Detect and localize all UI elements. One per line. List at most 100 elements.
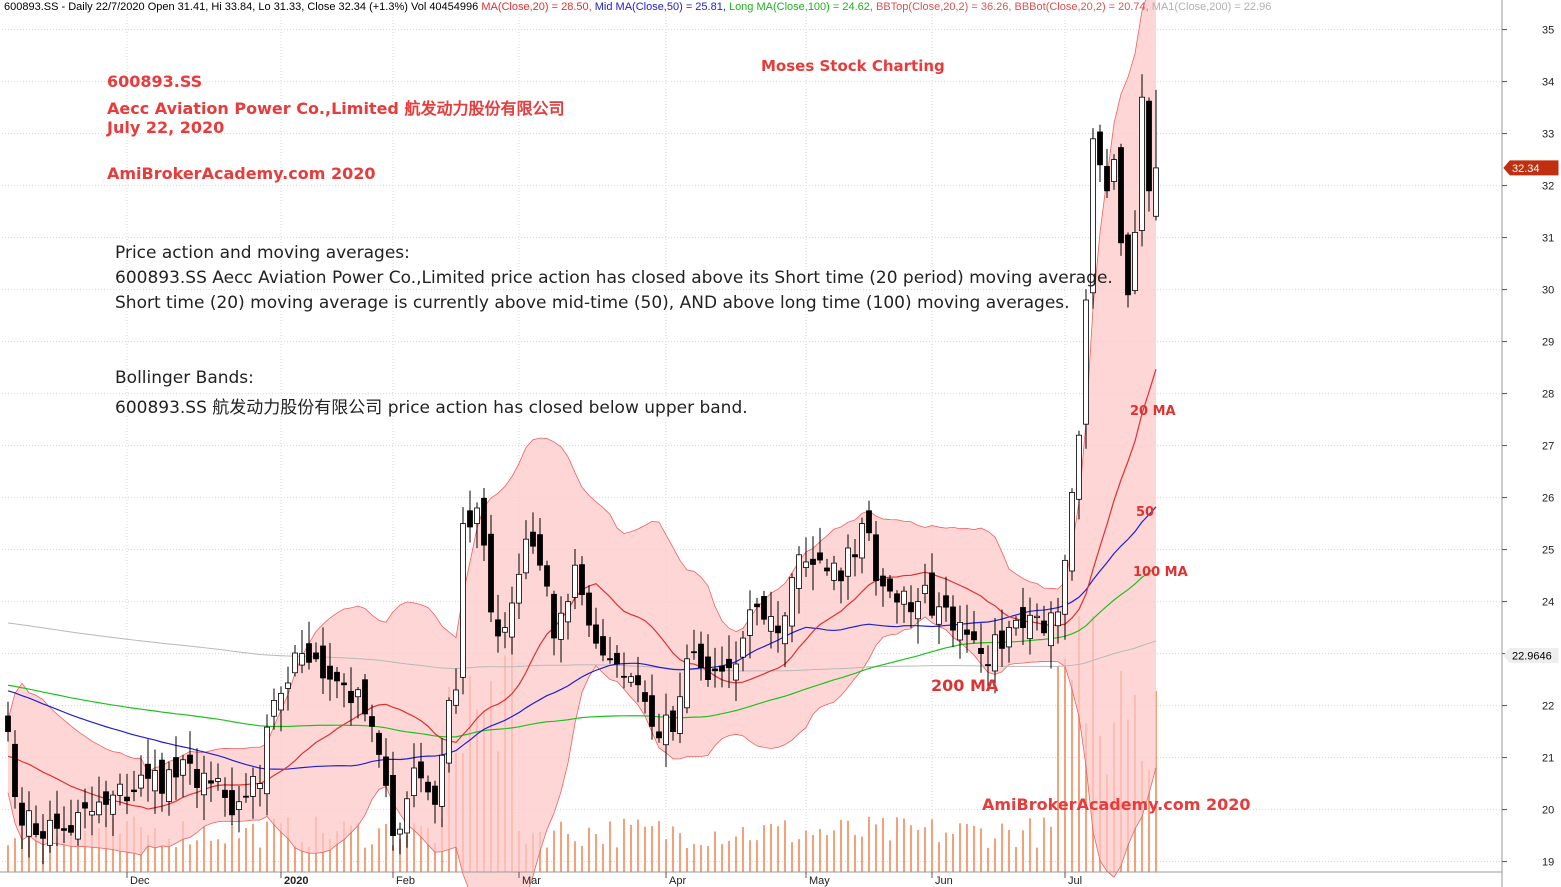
candle bbox=[187, 731, 193, 785]
candle-body bbox=[922, 584, 928, 595]
candle bbox=[362, 674, 368, 722]
candle bbox=[544, 560, 550, 597]
candle bbox=[1034, 603, 1040, 631]
candle-body bbox=[1097, 131, 1103, 166]
candle bbox=[1013, 616, 1019, 636]
candle bbox=[663, 693, 669, 767]
candle-body bbox=[96, 801, 102, 816]
volume-bar bbox=[714, 831, 716, 872]
candle-body bbox=[761, 596, 767, 620]
last-close-tag-shape bbox=[1503, 160, 1559, 176]
candle bbox=[649, 674, 655, 740]
volume-bar bbox=[350, 825, 352, 872]
volume-bar bbox=[385, 824, 387, 872]
volume-bar bbox=[1015, 846, 1017, 872]
volume-bar bbox=[805, 830, 807, 872]
volume-bar bbox=[329, 839, 331, 872]
candle-body bbox=[425, 781, 431, 793]
candle bbox=[1153, 89, 1159, 221]
candle bbox=[803, 537, 809, 577]
candle bbox=[1146, 97, 1152, 212]
candle bbox=[901, 586, 907, 623]
candle-body bbox=[54, 813, 60, 829]
candle-body bbox=[82, 802, 88, 809]
volume-bar bbox=[987, 847, 989, 872]
volume-bar bbox=[245, 828, 247, 872]
candle-body bbox=[180, 759, 186, 776]
candle bbox=[558, 596, 564, 663]
candle-body bbox=[271, 700, 277, 717]
candle-body bbox=[33, 823, 39, 836]
candle bbox=[768, 591, 774, 649]
candle-body bbox=[145, 763, 151, 779]
volume-bar bbox=[763, 825, 765, 872]
candle-body bbox=[348, 690, 354, 704]
volume-bar bbox=[343, 821, 345, 872]
candle bbox=[775, 601, 781, 653]
last-close-tag-text: 32.34 bbox=[1512, 163, 1540, 175]
candle-body bbox=[866, 510, 872, 534]
candle-body bbox=[264, 726, 270, 795]
candle-body bbox=[1034, 615, 1040, 618]
candle bbox=[1090, 128, 1096, 309]
candle-body bbox=[138, 774, 144, 789]
candle-body bbox=[929, 572, 935, 616]
volume-bar bbox=[798, 839, 800, 872]
volume-bar bbox=[924, 827, 926, 872]
candle bbox=[26, 791, 32, 858]
volume-bar bbox=[854, 834, 856, 872]
volume-bar bbox=[644, 826, 646, 872]
candle-body bbox=[439, 754, 445, 807]
price-action-line2: Short time (20) moving average is curren… bbox=[115, 293, 1070, 313]
candle bbox=[509, 586, 515, 655]
header-title: 600893.SS - Daily 22/7/2020 Open 31.41, … bbox=[4, 1, 479, 13]
candle bbox=[194, 748, 200, 808]
candle-body bbox=[530, 531, 536, 547]
volume-bar bbox=[896, 817, 898, 872]
candle bbox=[677, 672, 683, 744]
volume-bar bbox=[609, 821, 611, 872]
candle bbox=[89, 786, 95, 836]
candle-body bbox=[12, 743, 18, 797]
bollinger-title: Bollinger Bands: bbox=[115, 368, 254, 388]
y-tick-label: 20 bbox=[1542, 805, 1554, 817]
volume-bar bbox=[217, 839, 219, 872]
volume-bar bbox=[98, 828, 100, 872]
volume-bar bbox=[21, 828, 23, 872]
candle-body bbox=[257, 783, 263, 789]
candle bbox=[607, 637, 613, 664]
volume-bar bbox=[406, 835, 408, 872]
candle-body bbox=[89, 811, 95, 816]
candle bbox=[642, 680, 648, 714]
candle bbox=[159, 752, 165, 812]
candle bbox=[439, 737, 445, 828]
candle-body bbox=[614, 652, 620, 665]
candle-body bbox=[208, 780, 214, 784]
candle-body bbox=[285, 682, 291, 689]
candle bbox=[887, 574, 893, 599]
candle-body bbox=[369, 716, 375, 727]
candle bbox=[572, 549, 578, 610]
candle bbox=[1020, 587, 1026, 645]
volume-bar bbox=[882, 818, 884, 872]
candle-body bbox=[1111, 159, 1117, 182]
y-tick-label: 26 bbox=[1542, 493, 1554, 505]
candle bbox=[600, 619, 606, 662]
candle bbox=[579, 556, 585, 606]
candle-body bbox=[1041, 620, 1047, 634]
candle bbox=[68, 799, 74, 836]
candle-body bbox=[1146, 100, 1152, 192]
volume-bar bbox=[14, 838, 16, 872]
volume-bar bbox=[861, 836, 863, 872]
date-label: July 22, 2020 bbox=[107, 118, 225, 137]
header-indicator-0: MA(Close,20) = 28.50, bbox=[478, 1, 592, 13]
volume-bar bbox=[119, 833, 121, 872]
candle bbox=[915, 588, 921, 644]
candle bbox=[761, 590, 767, 625]
volume-bar bbox=[833, 830, 835, 872]
candle bbox=[257, 764, 263, 807]
candle-body bbox=[418, 761, 424, 779]
candle bbox=[75, 799, 81, 846]
candle bbox=[173, 736, 179, 800]
